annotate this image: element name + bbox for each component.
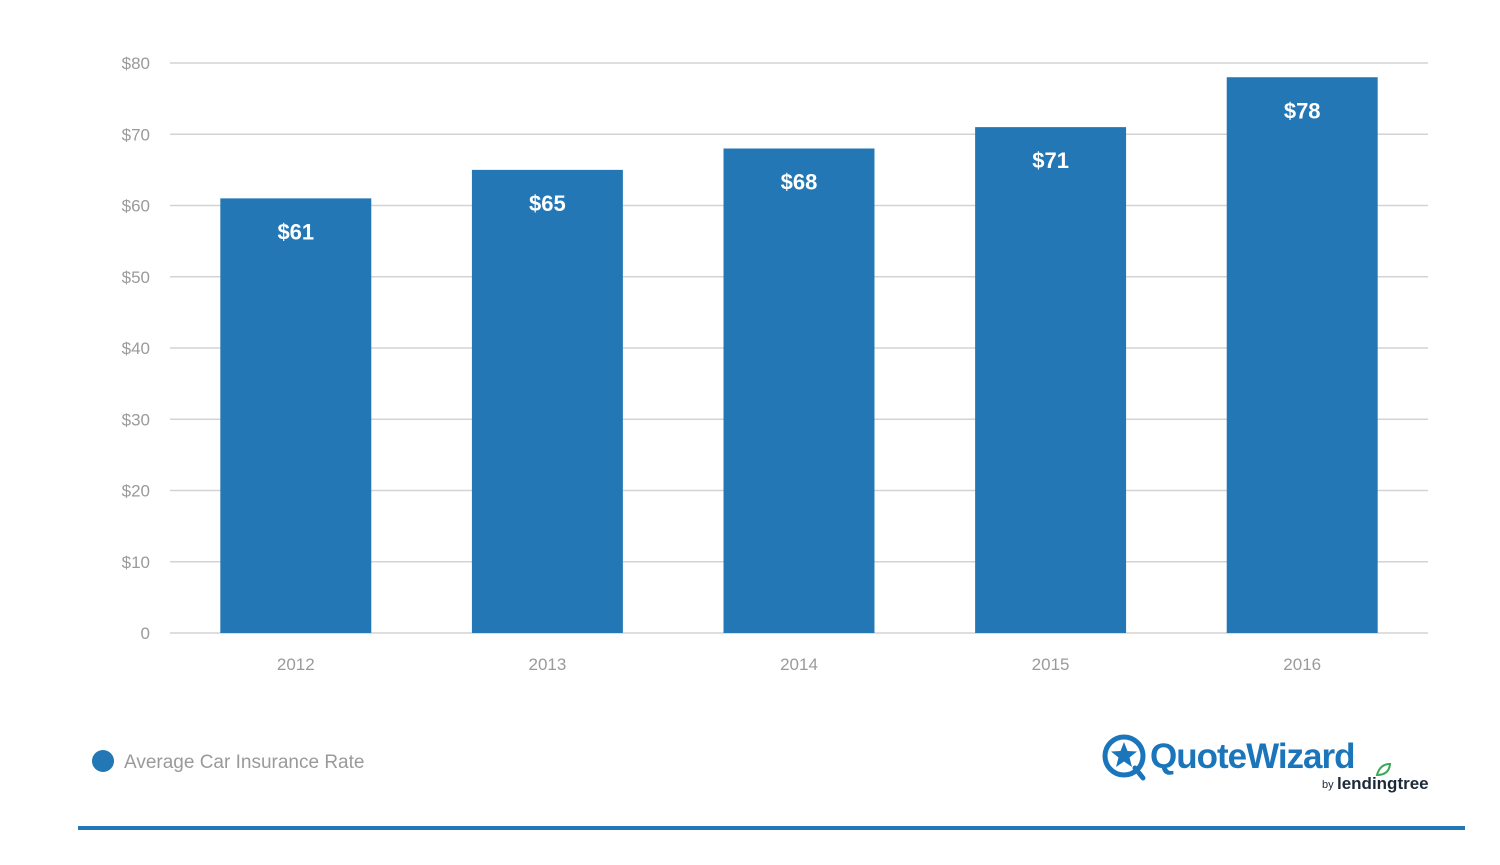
x-tick-label: 2015 [1032,655,1070,674]
x-axis-ticks: 2012 2013 2014 2015 2016 [277,655,1321,674]
y-tick-label: $60 [122,197,150,216]
x-tick-label: 2016 [1283,655,1321,674]
leaf-icon [1375,762,1392,777]
bar-2012 [220,198,372,633]
bar-2016 [1226,77,1378,633]
brand-partner: lendingtree [1337,774,1429,793]
y-axis-ticks: 0 $10 $20 $30 $40 $50 $60 $70 $80 [122,54,150,643]
data-label-2012: $61 [277,219,314,244]
data-label-2016: $78 [1284,98,1321,123]
data-labels: $61 $65 $68 $71 $78 [277,98,1320,244]
bar-2015 [975,127,1127,633]
y-tick-label: 0 [141,624,150,643]
bars [220,77,1378,633]
x-tick-label: 2012 [277,655,315,674]
legend: Average Car Insurance Rate [92,750,364,773]
data-label-2014: $68 [781,170,818,195]
y-tick-label: $80 [122,54,150,73]
bar-2014 [723,148,875,633]
data-label-2015: $71 [1032,148,1069,173]
legend-swatch [92,750,114,772]
y-tick-label: $30 [122,410,150,429]
y-tick-label: $40 [122,339,150,358]
y-tick-label: $50 [122,268,150,287]
x-tick-label: 2013 [528,655,566,674]
brand-by: by [1322,779,1334,791]
quotewizard-logo: QuoteWizard by lendingtree [1102,734,1429,793]
quotewizard-star-icon [1102,734,1146,781]
y-tick-label: $10 [122,553,150,572]
legend-label: Average Car Insurance Rate [124,752,364,773]
y-tick-label: $70 [122,125,150,144]
data-label-2013: $65 [529,191,566,216]
brand-name: QuoteWizard [1150,737,1355,776]
bottom-rule [78,826,1465,830]
y-tick-label: $20 [122,482,150,501]
x-tick-label: 2014 [780,655,818,674]
bar-2013 [471,169,623,633]
